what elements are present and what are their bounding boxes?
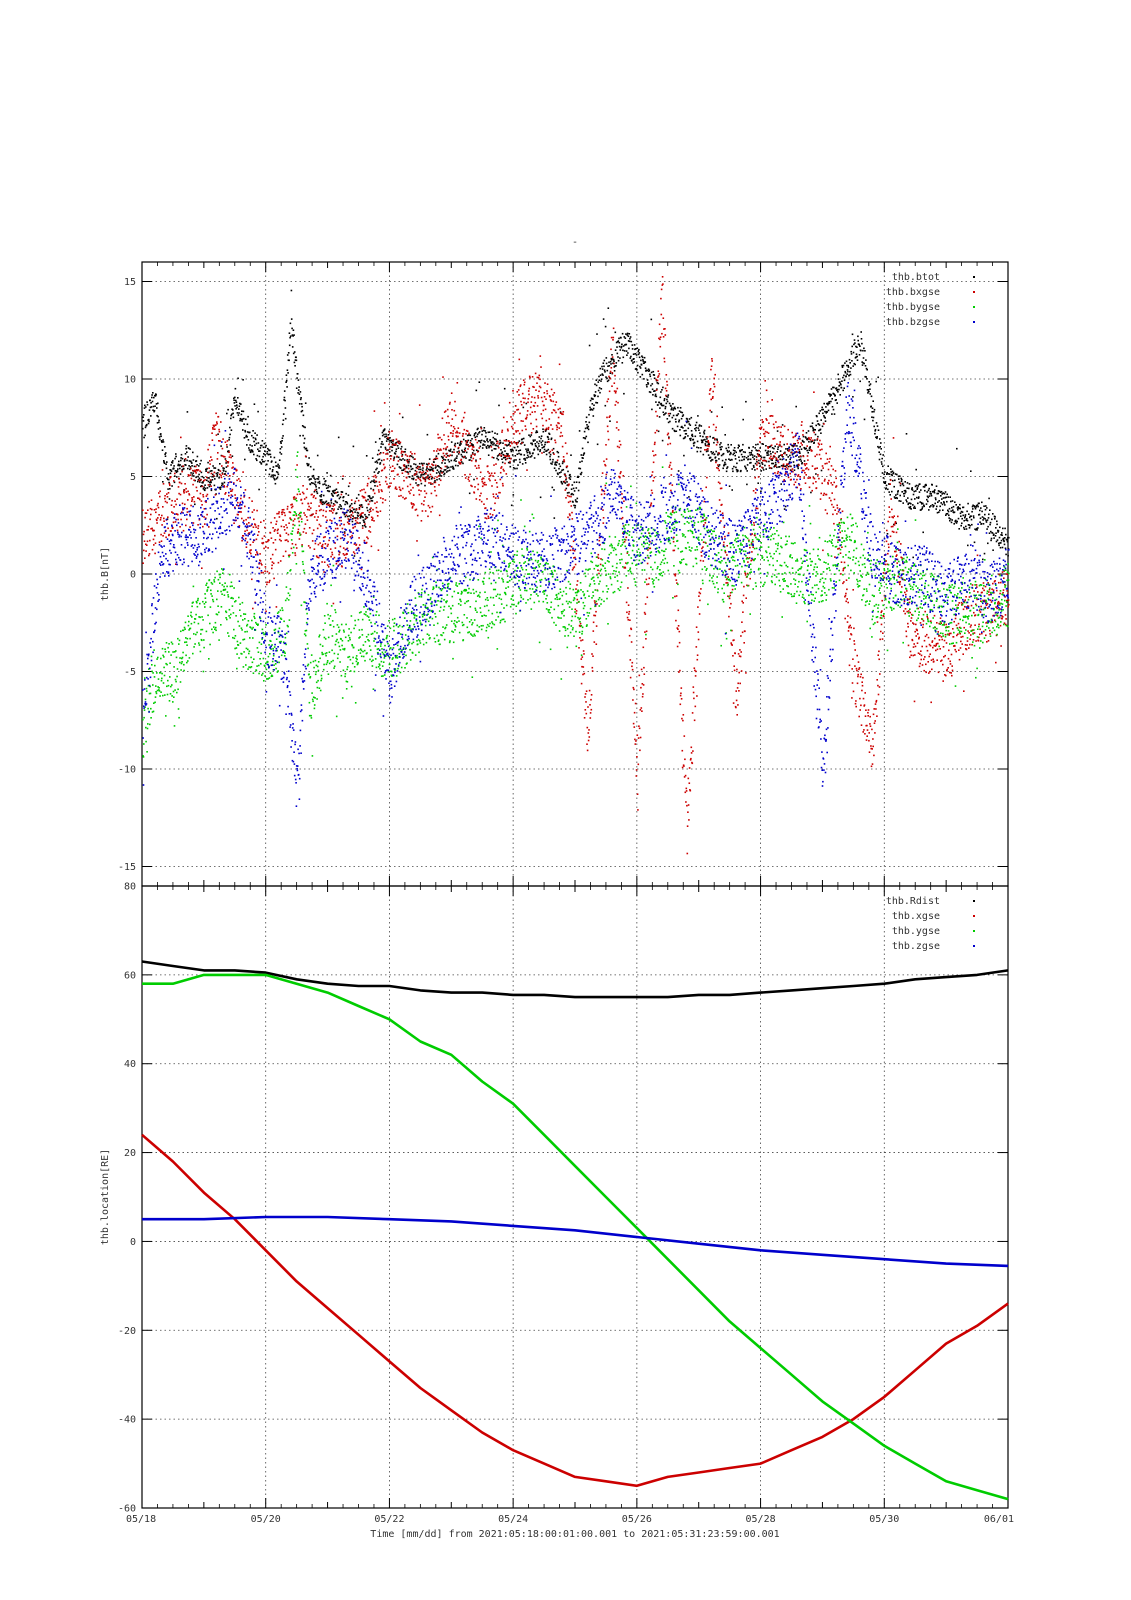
bottom-plot-frame [141, 885, 1009, 1509]
legend-marker-thb-ygse [973, 930, 975, 932]
bottom-data-lines [141, 960, 1009, 1501]
x-tick-label: 05/26 [622, 1514, 652, 1525]
series-thb-bzgse-points [142, 382, 1010, 807]
top-y-tick-label: 15 [124, 277, 136, 288]
series-thb-xgse-line [141, 1133, 1009, 1488]
top-y-tick-label: -15 [118, 862, 136, 873]
legend-marker-thb-bxgse [973, 291, 975, 293]
series-thb-bygse-points [142, 451, 1010, 758]
series-thb-zgse-line [142, 1215, 1009, 1268]
x-tick-label: 05/30 [869, 1514, 899, 1525]
series-thb-ygse-line [142, 973, 1009, 1501]
bottom-y-tick-label: 80 [124, 882, 136, 893]
top-data-points [142, 276, 1010, 855]
bottom-grid [141, 885, 1009, 1509]
x-tick-label: 05/20 [251, 1514, 281, 1525]
x-axis-ticks: 05/18 05/20 05/22 05/24 05/26 05/28 05/30 06/01 [126, 1514, 1014, 1525]
x-tick-label: 05/28 [746, 1514, 776, 1525]
top-y-tick-label: 10 [124, 375, 136, 386]
bottom-y-tick-label: 0 [130, 1237, 136, 1248]
legend-label-thb-btot: thb.btot [892, 272, 940, 283]
legend-marker-thb-Rdist [973, 900, 975, 902]
legend-label-thb-ygse: thb.ygse [892, 926, 940, 937]
legend-marker-thb-bzgse [973, 321, 975, 323]
legend-marker-thb-zgse [973, 945, 975, 947]
top-y-ticks: 15 10 5 0 -5 -10 -15 [118, 277, 136, 873]
bottom-y-axis-label: thb.location[RE] [100, 1149, 111, 1245]
legend-marker-thb-btot [973, 276, 975, 278]
bottom-y-tick-label: 20 [124, 1148, 136, 1159]
bottom-legend: thb.Rdist thb.xgse thb.ygse thb.zgse [886, 896, 975, 952]
legend-label-thb-xgse: thb.xgse [892, 911, 940, 922]
x-axis-label: Time [mm/dd] from 2021:05:18:00:01:00.00… [370, 1529, 779, 1540]
bottom-y-tick-label: 60 [124, 970, 136, 981]
series-thb-btot-points [142, 289, 1010, 562]
location-panel: 80 60 40 20 0 -20 -40 -60 thb.location[RE] thb.… [100, 882, 1009, 1515]
legend-label-thb-zgse: thb.zgse [892, 941, 940, 952]
bottom-y-tick-label: -60 [118, 1504, 136, 1515]
bottom-y-tick-label: -20 [118, 1326, 136, 1337]
top-y-tick-label: 0 [130, 570, 136, 581]
legend-label-thb-bygse: thb.bygse [886, 302, 940, 313]
series-thb-Rdist-line [141, 960, 1009, 999]
legend-label-thb-bzgse: thb.bzgse [886, 317, 940, 328]
top-y-tick-label: -10 [118, 765, 136, 776]
x-tick-label: 05/22 [374, 1514, 404, 1525]
x-tick-label: 05/18 [126, 1514, 156, 1525]
legend-label-thb-Rdist: thb.Rdist [886, 896, 940, 907]
legend-marker-thb-xgse [973, 915, 975, 917]
series-thb-bxgse-points [142, 276, 1010, 855]
bottom-y-tick-label: -40 [118, 1415, 136, 1426]
top-grid [141, 262, 1009, 886]
bottom-y-tick-label: 40 [124, 1059, 136, 1070]
top-legend: thb.btot thb.bxgse thb.bygse thb.bzgse [886, 272, 975, 328]
legend-label-thb-bxgse: thb.bxgse [886, 287, 940, 298]
magnetic-field-panel: 15 10 5 0 -5 -10 -15 thb.B[nT] thb.btot thb.bxg… [100, 261, 1010, 887]
top-y-axis-label: thb.B[nT] [100, 547, 111, 601]
top-y-tick-label: 5 [130, 472, 136, 483]
bottom-y-ticks: 80 60 40 20 0 -20 -40 -60 [118, 882, 136, 1515]
legend-marker-thb-bygse [973, 306, 975, 308]
x-tick-label: 05/24 [498, 1514, 528, 1525]
x-tick-label: 06/01 [984, 1514, 1014, 1525]
figure-title: - [572, 237, 578, 248]
top-y-tick-label: -5 [124, 667, 136, 678]
